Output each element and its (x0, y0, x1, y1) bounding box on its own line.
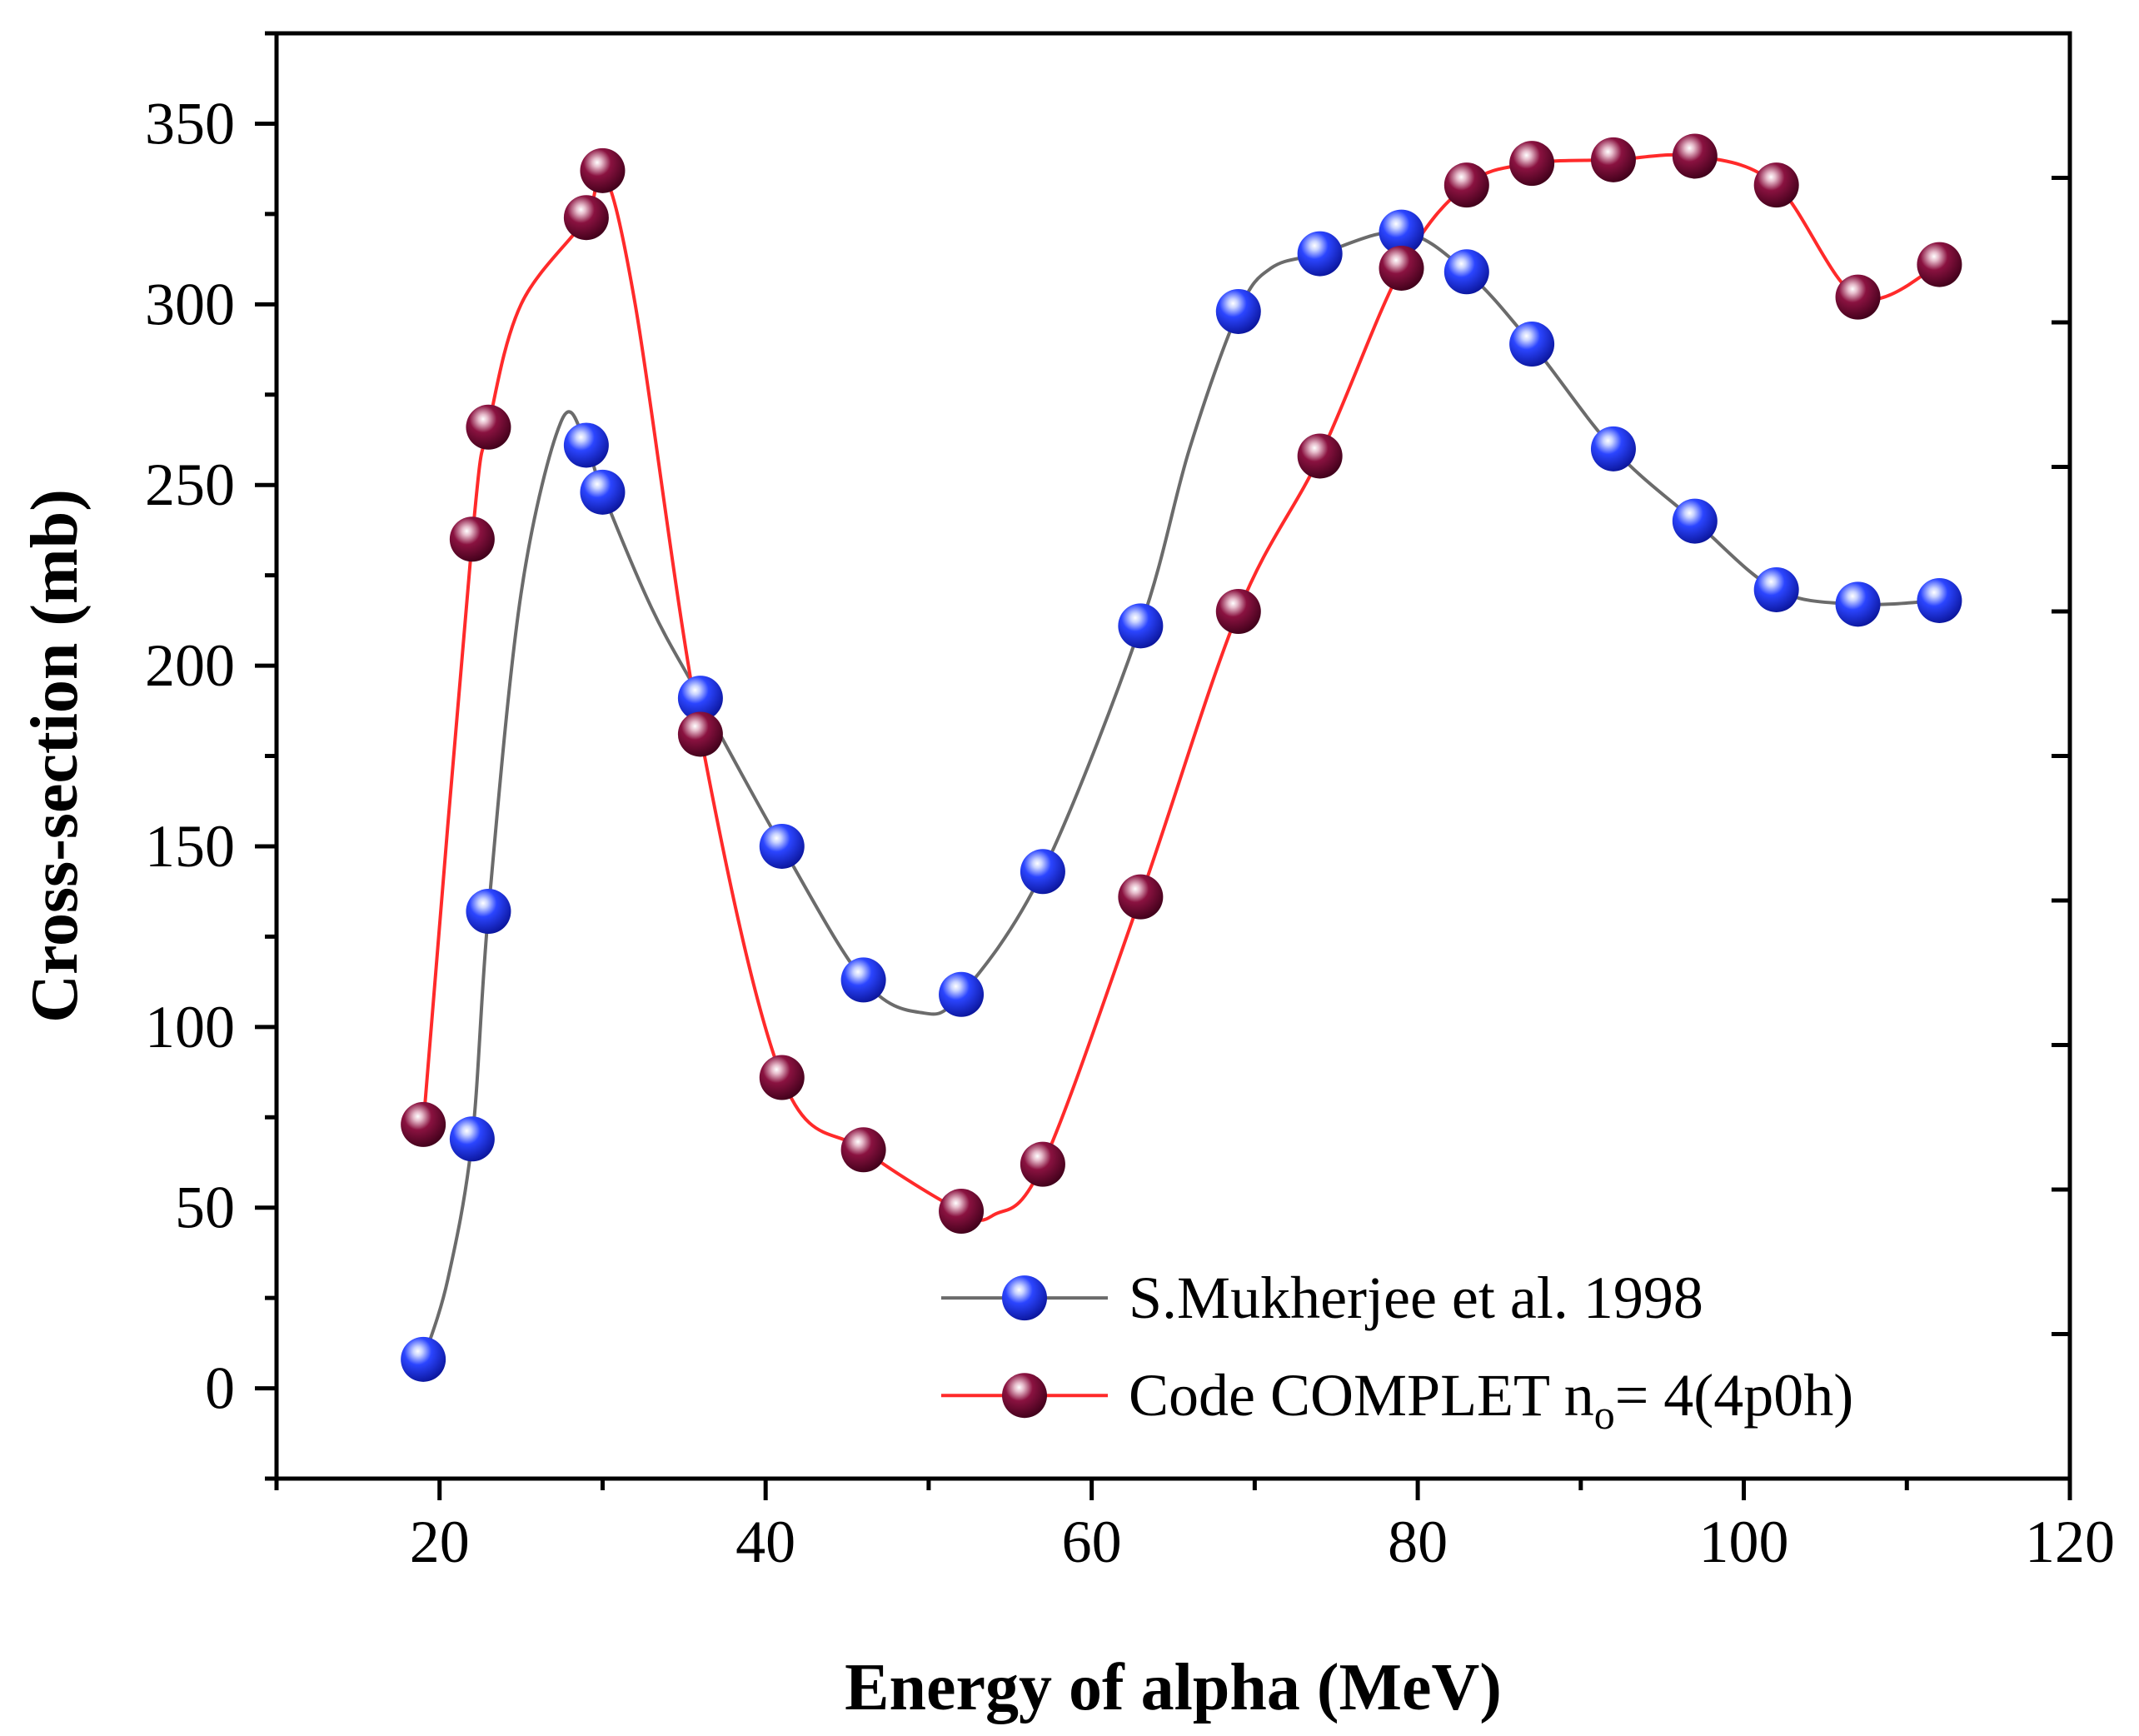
data-point-complet (1509, 141, 1555, 187)
y-axis-title: Cross-section (mb) (18, 489, 92, 1023)
data-point-mukherjee (1215, 288, 1261, 334)
y-tick-label: 0 (205, 1355, 235, 1422)
y-tick-label: 300 (145, 271, 235, 337)
data-point-complet (1590, 137, 1636, 182)
data-point-complet (840, 1127, 886, 1173)
data-point-complet (759, 1055, 805, 1100)
data-point-complet (449, 516, 495, 562)
legend-label-complet-main: Code COMPLET n (1129, 1362, 1594, 1429)
data-point-mukherjee (1672, 498, 1718, 544)
data-point-complet (1753, 162, 1799, 208)
data-point-mukherjee (677, 676, 723, 721)
data-point-complet (1118, 874, 1164, 920)
data-point-mukherjee (1917, 577, 1962, 623)
y-tick-label: 150 (145, 813, 235, 880)
legend-label-mukherjee: S.Mukherjee et al. 1998 (1129, 1265, 1703, 1331)
data-point-complet (563, 195, 609, 241)
data-point-complet (1917, 242, 1962, 287)
legend-label-complet-subscript: o (1594, 1391, 1615, 1438)
y-tick-label: 250 (145, 451, 235, 518)
data-point-complet (1835, 274, 1881, 320)
x-axis-title: Energy of alpha (MeV) (845, 1651, 1502, 1724)
data-point-mukherjee (1379, 209, 1424, 255)
y-tick-label: 100 (145, 994, 235, 1060)
data-point-mukherjee (1590, 426, 1636, 471)
data-point-complet (466, 404, 511, 450)
data-point-complet (1379, 245, 1424, 291)
x-tick-label: 60 (1062, 1509, 1122, 1575)
data-point-mukherjee (1443, 249, 1489, 295)
data-point-mukherjee (1753, 566, 1799, 612)
legend-item-mukherjee: S.Mukherjee et al. 1998 (941, 1265, 1703, 1331)
axes: 20 40 60 80 100 120 0 50 100 150 200 250 300 350 (145, 31, 2115, 1575)
plot-area (401, 133, 1962, 1382)
data-point-mukherjee (1509, 322, 1555, 367)
legend-label-complet-suffix: = 4(4p0h) (1615, 1362, 1854, 1429)
x-tick-label: 40 (735, 1509, 795, 1575)
data-point-mukherjee (1020, 849, 1065, 895)
data-point-complet (1297, 433, 1343, 479)
legend-label-complet: Code COMPLET no= 4(4p0h) (1129, 1362, 1853, 1438)
data-point-mukherjee (1118, 603, 1164, 649)
legend-marker-complet (1002, 1373, 1047, 1419)
data-point-mukherjee (939, 971, 985, 1017)
x-tick-label: 80 (1388, 1509, 1448, 1575)
data-point-mukherjee (449, 1116, 495, 1162)
y-tick-label: 50 (175, 1175, 235, 1241)
data-point-complet (1443, 162, 1489, 208)
data-point-complet (939, 1189, 985, 1235)
data-point-mukherjee (840, 957, 886, 1003)
series-line-complet (421, 152, 1941, 1222)
data-point-mukherjee (580, 469, 626, 515)
data-point-mukherjee (466, 889, 511, 935)
data-point-complet (1215, 589, 1261, 634)
data-point-mukherjee (759, 823, 805, 869)
legend-item-complet: Code COMPLET no= 4(4p0h) (941, 1362, 1853, 1438)
legend-marker-mukherjee (1002, 1275, 1047, 1321)
data-point-complet (677, 711, 723, 757)
y-tick-label: 350 (145, 90, 235, 157)
data-point-mukherjee (563, 422, 609, 468)
y-tick-label: 200 (145, 632, 235, 699)
data-point-mukherjee (1297, 231, 1343, 277)
data-point-complet (1672, 133, 1718, 179)
x-tick-label: 120 (2025, 1509, 2115, 1575)
data-point-mukherjee (401, 1336, 446, 1382)
data-point-complet (1020, 1141, 1065, 1187)
x-tick-label: 20 (410, 1509, 470, 1575)
x-tick-label: 100 (1699, 1509, 1789, 1575)
data-point-complet (580, 147, 626, 193)
data-point-complet (401, 1101, 446, 1147)
legend: S.Mukherjee et al. 1998 Code COMPLET no=… (941, 1265, 1853, 1438)
data-point-mukherjee (1835, 581, 1881, 627)
